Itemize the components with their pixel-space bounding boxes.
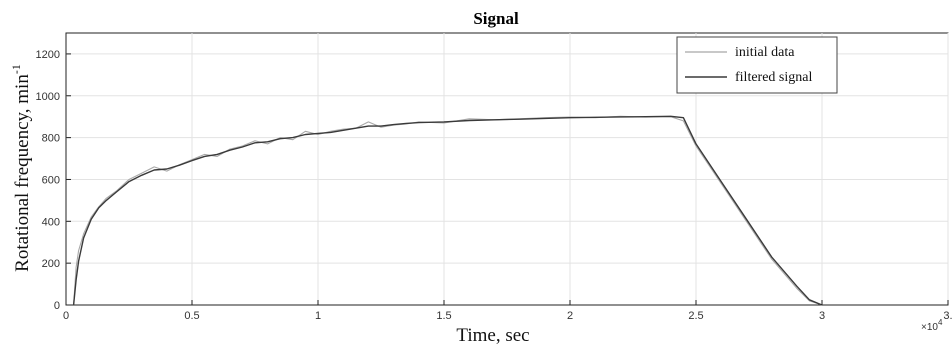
y-axis-label-superscript: -1 bbox=[9, 64, 23, 74]
y-axis-label: Rotational frequency, min-1 bbox=[9, 64, 33, 272]
legend-label-initial-data: initial data bbox=[735, 45, 795, 60]
y-ticks: 0 200 400 600 800 1000 1200 bbox=[36, 49, 71, 312]
y-tick-label: 800 bbox=[42, 133, 60, 145]
chart-title: Signal bbox=[473, 9, 519, 28]
x-tick-label: 0.5 bbox=[184, 310, 199, 322]
grid-lines bbox=[66, 33, 949, 305]
y-tick-label: 0 bbox=[54, 300, 60, 312]
series-line-filtered-signal bbox=[72, 115, 823, 306]
x-exponent-power: 4 bbox=[938, 318, 943, 327]
legend-box bbox=[676, 36, 838, 94]
x-axis-label: Time, sec bbox=[456, 325, 529, 346]
y-tick-label: 1200 bbox=[36, 49, 60, 61]
x-tick-label: 2 bbox=[567, 310, 573, 322]
x-tick-label: 1 bbox=[315, 310, 321, 322]
x-tick-label: 1.5 bbox=[436, 310, 451, 322]
legend: initial data filtered signal bbox=[676, 36, 838, 94]
x-tick-label: 3 bbox=[819, 310, 825, 322]
y-tick-label: 200 bbox=[42, 258, 60, 270]
series-layer bbox=[72, 115, 823, 306]
y-tick-label: 600 bbox=[42, 174, 60, 186]
y-tick-label: 1000 bbox=[36, 91, 60, 103]
x-tick-label: 2.5 bbox=[688, 310, 703, 322]
x-ticks: 0 0.5 1 1.5 2 2.5 3 3. bbox=[63, 300, 952, 322]
x-tick-label: 0 bbox=[63, 310, 69, 322]
x-exponent-base: ×10 bbox=[921, 322, 938, 333]
x-axis-exponent: ×104 bbox=[921, 318, 943, 333]
y-axis-label-text: Rotational frequency, min bbox=[12, 74, 33, 272]
legend-label-filtered-signal: filtered signal bbox=[735, 70, 812, 85]
x-tick-label: 3. bbox=[943, 310, 952, 322]
y-tick-label: 400 bbox=[42, 216, 60, 228]
